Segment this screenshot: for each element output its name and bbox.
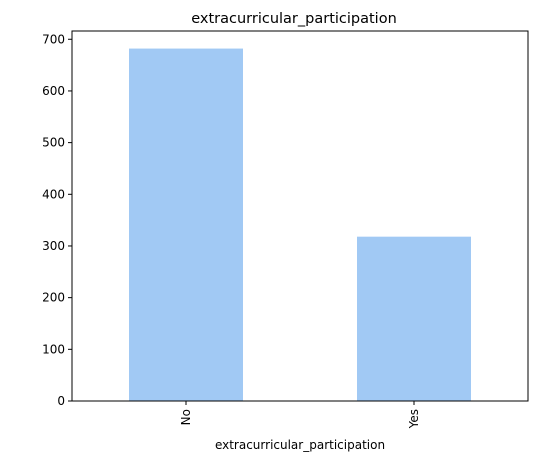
x-tick-label: No [179,409,193,425]
bar-yes [357,236,471,401]
bar-no [129,48,243,402]
y-tick-label: 600 [42,84,65,98]
y-tick-label: 0 [57,394,65,408]
x-axis: No Yes [179,401,421,429]
y-tick-label: 300 [42,239,65,253]
y-tick-label: 700 [42,32,65,46]
plot-frame [71,30,529,402]
y-tick-label: 400 [42,187,65,201]
x-tick-label: Yes [407,409,421,429]
chart-title: extracurricular_participation [191,11,397,27]
y-tick-label: 100 [42,342,65,356]
y-tick-label: 200 [42,291,65,305]
y-tick-label: 500 [42,136,65,150]
x-axis-label: extracurricular_participation [215,438,385,452]
bars-layer [129,48,471,402]
y-axis: 0 100 200 300 400 500 600 700 [42,32,72,408]
